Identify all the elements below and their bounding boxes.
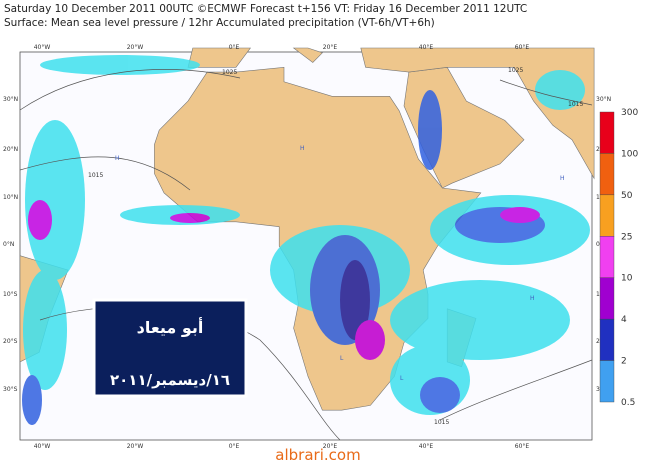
lon-label: 20°W (127, 443, 144, 450)
watermark-name: أبو ميعاد (137, 317, 204, 337)
legend: 300 100 50 25 10 4 2 0.5 (599, 108, 638, 408)
landmass (187, 47, 251, 68)
contour-label: 1015 (88, 172, 103, 179)
legend-swatch (599, 153, 615, 196)
lon-label: 20°E (323, 443, 338, 450)
contour-label: 1025 (222, 69, 237, 76)
pressure-center: H (115, 155, 120, 162)
pressure-center: H (300, 145, 305, 152)
landmass (360, 47, 595, 180)
legend-swatch (599, 360, 615, 403)
legend-level: 0.5 (621, 398, 635, 408)
lat-label: 10°S (3, 291, 18, 298)
watermark-date: ١٦/ديسمبر/٢٠١١ (110, 371, 230, 389)
landmass (292, 47, 323, 63)
footer-site: albrari.com (275, 446, 360, 464)
lon-label: 60°E (515, 443, 530, 450)
lon-label: 20°W (127, 44, 144, 51)
lon-label: 40°E (419, 443, 434, 450)
pressure-center: H (530, 295, 535, 302)
lon-label: 40°E (419, 44, 434, 51)
pressure-center: L (340, 355, 344, 362)
legend-swatch (599, 194, 615, 237)
lon-label: 60°E (515, 44, 530, 51)
graticule-labels: 40°W 40°W 20°W 20°W 0°E 0°E 20°E 20°E 40°E 40°E 60… (3, 44, 611, 450)
legend-swatch (599, 277, 615, 320)
lon-label: 20°E (323, 44, 338, 51)
legend-swatch (599, 111, 615, 154)
lon-label: 0°E (229, 443, 240, 450)
pressure-center: L (400, 375, 404, 382)
pressure-center: H (560, 175, 565, 182)
legend-swatch (599, 318, 615, 361)
legend-level: 4 (621, 315, 627, 325)
lon-label: 40°W (34, 44, 51, 51)
legend-level: 300 (621, 108, 638, 118)
legend-level: 2 (621, 357, 627, 367)
legend-level: 100 (621, 149, 638, 159)
lat-label: 30°N (596, 96, 611, 103)
lat-label: 0°N (3, 241, 14, 248)
lat-label: 30°S (3, 386, 18, 393)
legend-level: 10 (621, 274, 633, 284)
precipitation (22, 55, 590, 425)
lon-label: 0°E (229, 44, 240, 51)
header-line: Surface: Mean sea level pressure / 12hr … (4, 17, 435, 29)
legend-swatch (599, 236, 615, 278)
lat-label: 30°N (3, 96, 18, 103)
lat-label: 10°N (3, 194, 18, 201)
legend-level: 25 (621, 232, 632, 242)
lon-label: 40°W (34, 443, 51, 450)
lat-label: 20°N (3, 146, 18, 153)
contour-label: 1015 (568, 101, 583, 108)
watermark-box (92, 298, 248, 398)
lat-label: 20°S (3, 338, 18, 345)
header-line: Saturday 10 December 2011 00UTC ©ECMWF F… (4, 3, 527, 15)
contour-label: 1025 (508, 67, 523, 74)
legend-level: 50 (621, 191, 633, 201)
contour-label: 1015 (434, 419, 449, 426)
